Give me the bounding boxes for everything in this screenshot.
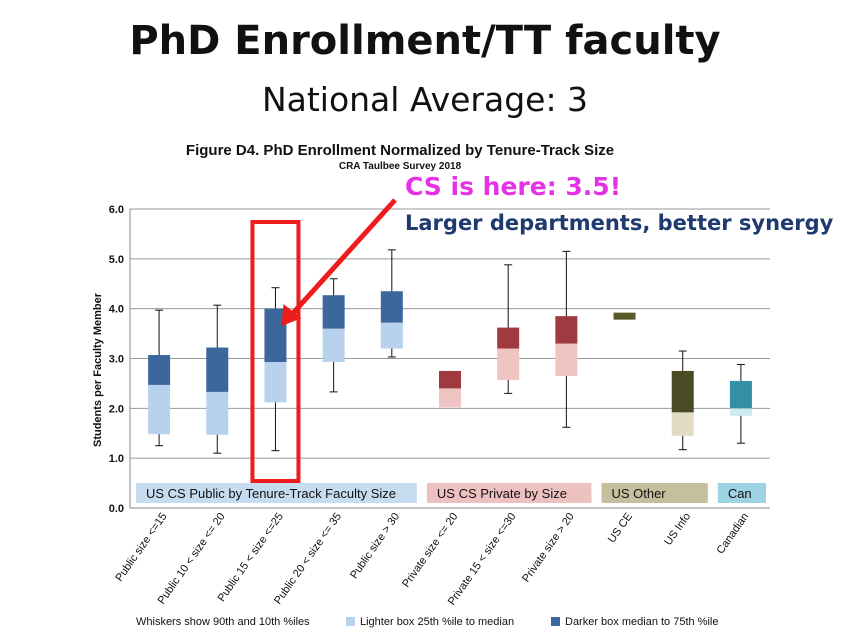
legend-darker-label: Darker box median to 75th %ile [565, 616, 719, 628]
x-tick-label: Private size > 20 [520, 511, 577, 585]
box-lower [729, 408, 752, 416]
x-tick-label: Public 10 < size <= 20 [156, 511, 228, 607]
box-lower [380, 322, 403, 349]
box-upper [380, 291, 403, 323]
slide-subtitle: National Average: 3 [261, 80, 589, 119]
x-tick-label: Private 15 < size <=30 [446, 511, 519, 608]
y-tick-label: 5.0 [109, 254, 124, 266]
legend-lighter-label: Lighter box 25th %ile to median [360, 616, 515, 628]
group-band [717, 483, 766, 503]
box-upper [264, 308, 287, 362]
legend-whiskers: Whiskers show 90th and 10th %iles [136, 616, 310, 628]
box-lower [322, 328, 345, 362]
boxes [148, 249, 752, 454]
group-bands: US CS Public by Tenure-Track Faculty Siz… [136, 483, 766, 503]
legend-lighter: Lighter box 25th %ile to median [346, 616, 514, 628]
box-upper [497, 327, 520, 349]
box-lower [206, 391, 229, 435]
box-upper [206, 347, 229, 392]
group-band [426, 483, 592, 503]
x-tick-label: Public size <=15 [113, 511, 169, 584]
group-label: US Other [611, 486, 666, 501]
box-upper [148, 355, 171, 385]
group-label: US CS Public by Tenure-Track Faculty Siz… [146, 486, 396, 501]
x-tick-label: Public size > 30 [348, 511, 402, 581]
box-lower [439, 388, 461, 408]
y-tick-label: 3.0 [109, 354, 124, 366]
y-axis-label: Students per Faculty Member [92, 292, 104, 447]
legend-darker: Darker box median to 75th %ile [551, 616, 718, 628]
box-lower [497, 348, 520, 380]
box-upper [322, 295, 345, 329]
arrow-head [281, 304, 302, 327]
chart-subtitle: CRA Taulbee Survey 2018 [338, 161, 462, 172]
x-tick-label: Public 15 < size <=25 [216, 511, 286, 604]
cs-here-annotation: CS is here: 3.5! [405, 172, 622, 201]
x-tick-label: Canadian [715, 511, 752, 556]
box-upper [729, 380, 752, 409]
box-lower [148, 384, 171, 435]
group-label: Can [728, 486, 752, 501]
highlight-annotation [250, 198, 397, 483]
group-band [136, 483, 417, 503]
y-tick-label: 2.0 [109, 403, 124, 415]
y-tick-label: 0.0 [109, 503, 124, 515]
group-label: US CS Private by Size [437, 486, 567, 501]
box-lower [264, 361, 287, 403]
x-tick-label: Private size <= 20 [400, 511, 460, 590]
larger-departments-annotation: Larger departments, better synergy [405, 211, 834, 235]
box-lower [671, 412, 694, 436]
axes: Students per Faculty Member 0.0 1.0 2.0 3.0… [92, 204, 770, 515]
y-tick-label: 1.0 [109, 453, 124, 465]
box-upper [613, 312, 636, 320]
box-upper [439, 370, 461, 389]
gridlines [130, 208, 770, 459]
arrow-line [287, 198, 397, 319]
slide-title: PhD Enrollment/TT faculty [129, 18, 721, 64]
x-tick-label: Public 20 < size <= 35 [272, 511, 344, 607]
legend: Whiskers show 90th and 10th %iles Lighte… [136, 616, 816, 634]
group-band [601, 483, 708, 503]
box-upper [671, 370, 694, 413]
legend-lighter-swatch [346, 617, 355, 626]
y-tick-label: 6.0 [109, 204, 124, 216]
box-upper [555, 316, 578, 344]
y-tick-label: 4.0 [109, 304, 124, 316]
legend-darker-swatch [551, 617, 560, 626]
highlight-rectangle [250, 220, 301, 483]
chart-title: Figure D4. PhD Enrollment Normalized by … [185, 142, 615, 159]
x-tick-label: US Info [662, 511, 693, 548]
box-lower [555, 343, 578, 376]
x-tick-label: US CE [606, 511, 635, 545]
